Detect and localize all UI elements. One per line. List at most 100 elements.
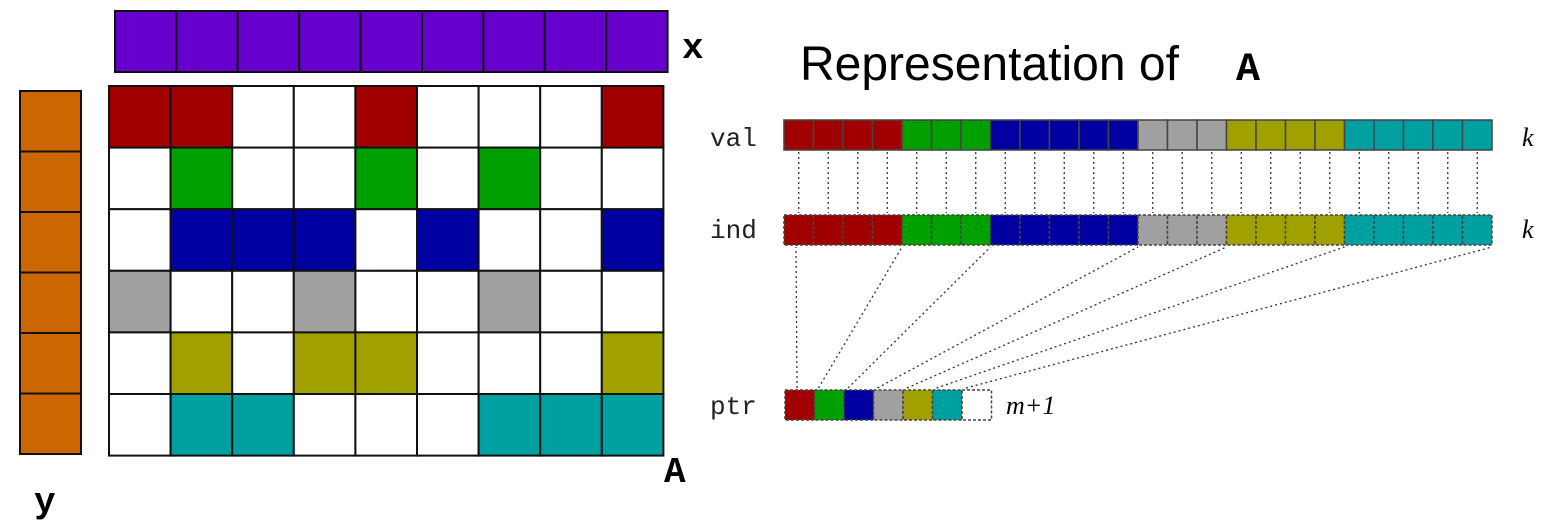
ind-cell-23 [1461, 214, 1493, 246]
matrix-cell-2-8 [600, 208, 665, 272]
x-cell-4 [359, 10, 424, 73]
ind-cell-20 [1373, 214, 1405, 246]
matrix-a [108, 85, 665, 457]
ind-cell-7 [989, 214, 1021, 246]
matrix-cell-2-3 [292, 208, 357, 272]
ind-cell-2 [842, 214, 874, 246]
ind-cell-13 [1166, 214, 1198, 246]
x-cell-7 [543, 10, 608, 73]
x-vector-label: x [682, 28, 704, 69]
x-cell-6 [482, 10, 546, 73]
matrix-cell-1-3 [292, 146, 357, 211]
matrix-label: A [664, 452, 686, 493]
matrix-cell-1-7 [539, 146, 603, 211]
matrix-cell-3-0 [108, 269, 172, 334]
ind-cell-10 [1078, 214, 1110, 246]
title-text: Representation of [800, 38, 1180, 91]
val-cell-5 [930, 119, 962, 151]
val-cell-16 [1255, 119, 1287, 151]
ind-cell-14 [1196, 214, 1228, 246]
matrix-cell-0-0 [108, 85, 172, 149]
val-cell-6 [960, 119, 992, 151]
matrix-cell-4-0 [108, 331, 172, 395]
ptr-cell-3 [872, 389, 904, 421]
val-cell-4 [901, 119, 933, 151]
ind-cell-21 [1402, 214, 1434, 246]
ind-cell-3 [871, 214, 903, 246]
val-cell-13 [1166, 119, 1198, 151]
ptr-length-label: m+1 [1006, 391, 1055, 420]
val-cell-14 [1196, 119, 1228, 151]
matrix-cell-5-7 [539, 393, 603, 457]
matrix-cell-2-7 [539, 208, 603, 272]
matrix-cell-3-3 [292, 269, 357, 334]
ind-cell-18 [1314, 214, 1346, 246]
x-cell-0 [114, 10, 178, 73]
x-cell-3 [298, 10, 362, 73]
matrix-cell-4-3 [292, 331, 357, 395]
x-cell-8 [605, 10, 669, 73]
matrix-cell-4-6 [477, 331, 542, 395]
y-vector-label: y [34, 482, 56, 523]
ind-cell-19 [1343, 214, 1375, 246]
matrix-cell-2-0 [108, 208, 172, 272]
matrix-cell-4-7 [539, 331, 603, 395]
matrix-cell-1-2 [231, 146, 295, 211]
ptr-link-6 [965, 246, 1493, 389]
matrix-cell-2-5 [416, 208, 480, 272]
matrix-cell-3-1 [169, 269, 234, 334]
val-cell-1 [812, 119, 844, 151]
ind-row-label: ind [710, 216, 757, 246]
ind-cell-8 [1019, 214, 1051, 246]
matrix-cell-2-2 [231, 208, 295, 272]
matrix-cell-3-8 [600, 269, 665, 334]
val-cell-9 [1048, 119, 1080, 151]
ind-cell-1 [812, 214, 844, 246]
matrix-cell-0-4 [354, 85, 418, 149]
ind-array [783, 214, 1493, 246]
ind-cell-15 [1225, 214, 1257, 246]
matrix-cell-5-4 [354, 393, 418, 457]
matrix-cell-5-2 [231, 393, 295, 457]
ptr-link-5 [936, 246, 1345, 389]
y-cell-1 [19, 150, 82, 213]
ptr-link-1 [817, 246, 903, 389]
matrix-cell-2-4 [354, 208, 418, 272]
val-cell-3 [871, 119, 903, 151]
matrix-cell-0-2 [231, 85, 295, 149]
ind-length-label: k [1522, 215, 1534, 244]
matrix-cell-5-5 [416, 393, 480, 457]
y-cell-0 [19, 90, 82, 153]
matrix-cell-3-5 [416, 269, 480, 334]
y-cell-4 [19, 332, 82, 395]
ptr-cell-2 [843, 389, 875, 421]
ind-cell-0 [783, 214, 815, 246]
ptr-link-2 [847, 246, 991, 389]
matrix-cell-3-7 [539, 269, 603, 334]
val-cell-7 [989, 119, 1021, 151]
matrix-cell-4-5 [416, 331, 480, 395]
val-cell-20 [1373, 119, 1405, 151]
ptr-cell-5 [931, 389, 963, 421]
ptr-link-0 [795, 246, 798, 389]
x-cell-2 [236, 10, 301, 73]
matrix-cell-1-6 [477, 146, 542, 211]
matrix-cell-1-4 [354, 146, 418, 211]
matrix-cell-2-1 [169, 208, 234, 272]
val-cell-11 [1107, 119, 1139, 151]
ind-cell-12 [1137, 214, 1169, 246]
title-symbol: A [1236, 48, 1260, 93]
matrix-cell-4-1 [169, 331, 234, 395]
val-cell-18 [1314, 119, 1346, 151]
val-cell-8 [1019, 119, 1051, 151]
y-cell-2 [19, 211, 82, 274]
pointer-lines [795, 152, 1493, 389]
matrix-cell-4-2 [231, 331, 295, 395]
ptr-row-label: ptr [710, 392, 757, 422]
val-length-label: k [1522, 123, 1534, 152]
ptr-link-3 [877, 246, 1139, 389]
val-cell-19 [1343, 119, 1375, 151]
matrix-cell-5-3 [292, 393, 357, 457]
matrix-cell-5-8 [600, 393, 665, 457]
